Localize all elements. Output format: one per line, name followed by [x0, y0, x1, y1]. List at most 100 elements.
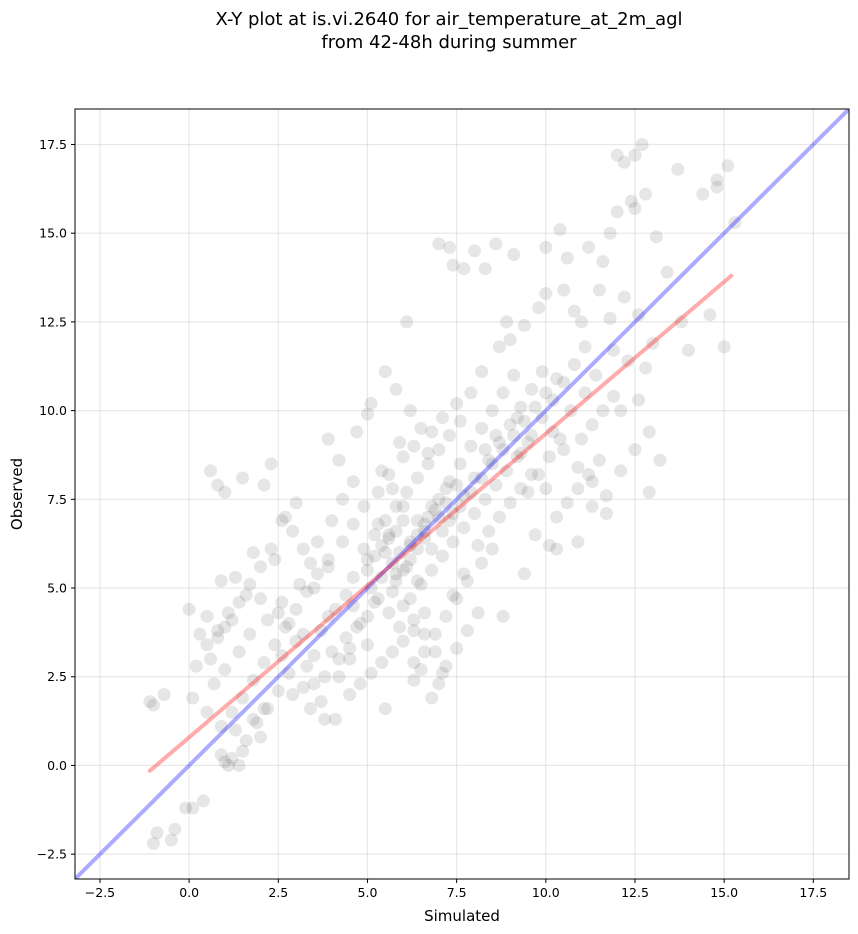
data-point — [578, 386, 592, 400]
data-point — [246, 673, 260, 687]
x-axis-label: Simulated — [424, 907, 500, 925]
data-point — [211, 631, 225, 645]
data-point — [510, 411, 524, 425]
data-point — [207, 677, 221, 691]
data-point — [546, 425, 560, 439]
data-point — [428, 503, 442, 517]
y-tick-label: 12.5 — [39, 314, 67, 329]
data-point — [396, 599, 410, 613]
data-point — [261, 613, 275, 627]
data-point — [407, 673, 421, 687]
data-point — [492, 436, 506, 450]
data-point — [389, 499, 403, 513]
data-point — [368, 549, 382, 563]
data-point — [507, 247, 521, 261]
data-point — [439, 496, 453, 510]
data-point — [186, 801, 200, 815]
data-point — [457, 521, 471, 535]
data-point — [389, 574, 403, 588]
data-point — [360, 563, 374, 577]
data-point — [414, 421, 428, 435]
data-point — [257, 656, 271, 670]
data-point — [443, 428, 457, 442]
data-point — [218, 663, 232, 677]
data-point — [621, 354, 635, 368]
data-point — [314, 624, 328, 638]
data-point — [457, 262, 471, 276]
data-point — [464, 485, 478, 499]
data-point — [318, 670, 332, 684]
data-point — [225, 613, 239, 627]
data-point — [539, 287, 553, 301]
data-point — [642, 425, 656, 439]
y-axis-label: Observed — [8, 458, 26, 530]
data-point — [246, 546, 260, 560]
data-point — [360, 407, 374, 421]
data-point — [275, 595, 289, 609]
data-point — [564, 404, 578, 418]
data-point — [275, 514, 289, 528]
data-point — [425, 425, 439, 439]
data-point — [346, 517, 360, 531]
data-point — [503, 418, 517, 432]
data-point — [528, 528, 542, 542]
data-point — [300, 659, 314, 673]
data-point — [432, 492, 446, 506]
data-point — [385, 645, 399, 659]
data-point — [303, 702, 317, 716]
data-point — [332, 670, 346, 684]
data-point — [396, 634, 410, 648]
data-point — [357, 499, 371, 513]
data-point — [375, 538, 389, 552]
data-point — [364, 581, 378, 595]
data-point — [179, 801, 193, 815]
data-point — [539, 482, 553, 496]
data-point — [574, 432, 588, 446]
data-point — [546, 393, 560, 407]
data-point — [214, 719, 228, 733]
data-point — [307, 677, 321, 691]
data-point — [378, 514, 392, 528]
data-point — [403, 538, 417, 552]
data-point — [614, 464, 628, 478]
data-point — [225, 705, 239, 719]
data-point — [389, 567, 403, 581]
data-point — [360, 638, 374, 652]
data-point — [500, 315, 514, 329]
data-point — [278, 620, 292, 634]
data-point — [550, 542, 564, 556]
data-point — [446, 588, 460, 602]
data-point — [728, 216, 742, 230]
data-point — [596, 404, 610, 418]
data-point — [489, 237, 503, 251]
data-point — [567, 357, 581, 371]
data-point — [410, 542, 424, 556]
data-point — [339, 588, 353, 602]
data-point — [432, 237, 446, 251]
data-point — [289, 496, 303, 510]
data-point — [425, 563, 439, 577]
data-point — [521, 485, 535, 499]
data-point — [632, 308, 646, 322]
data-point — [360, 553, 374, 567]
data-point — [435, 549, 449, 563]
data-point — [332, 453, 346, 467]
data-point — [475, 556, 489, 570]
data-point — [653, 453, 667, 467]
data-point — [599, 489, 613, 503]
data-point — [146, 837, 160, 851]
data-point — [232, 595, 246, 609]
data-point — [585, 418, 599, 432]
data-point — [385, 482, 399, 496]
data-point — [457, 489, 471, 503]
y-tick-label: 10.0 — [39, 403, 67, 418]
data-point — [211, 624, 225, 638]
x-tick-label: 10.0 — [532, 885, 560, 900]
data-point — [539, 386, 553, 400]
data-point — [410, 528, 424, 542]
data-point — [467, 471, 481, 485]
data-point — [253, 592, 267, 606]
data-point — [239, 588, 253, 602]
data-point — [403, 404, 417, 418]
